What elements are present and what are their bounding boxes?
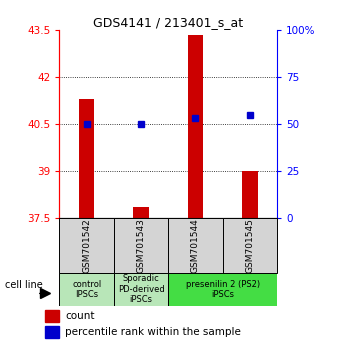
Text: percentile rank within the sample: percentile rank within the sample: [65, 327, 241, 337]
Text: presenilin 2 (PS2)
iPSCs: presenilin 2 (PS2) iPSCs: [186, 280, 260, 299]
Text: control
IPSCs: control IPSCs: [72, 280, 101, 299]
Bar: [79, 99, 94, 218]
Bar: [59, 218, 114, 273]
Bar: [168, 218, 223, 273]
Text: count: count: [65, 311, 95, 321]
Bar: [168, 273, 277, 306]
Bar: [188, 35, 203, 218]
Text: GSM701544: GSM701544: [191, 218, 200, 273]
Bar: [45, 310, 59, 322]
Text: GSM701543: GSM701543: [137, 218, 146, 273]
Bar: [134, 207, 149, 218]
Text: GSM701542: GSM701542: [82, 218, 91, 273]
Text: Sporadic
PD-derived
iPSCs: Sporadic PD-derived iPSCs: [118, 274, 165, 304]
Bar: [114, 218, 168, 273]
Bar: [114, 273, 168, 306]
Bar: [223, 218, 277, 273]
Title: GDS4141 / 213401_s_at: GDS4141 / 213401_s_at: [93, 16, 243, 29]
Bar: [242, 171, 257, 218]
Text: cell line: cell line: [5, 280, 42, 290]
Bar: [45, 326, 59, 338]
Bar: [59, 273, 114, 306]
Text: GSM701545: GSM701545: [245, 218, 254, 273]
